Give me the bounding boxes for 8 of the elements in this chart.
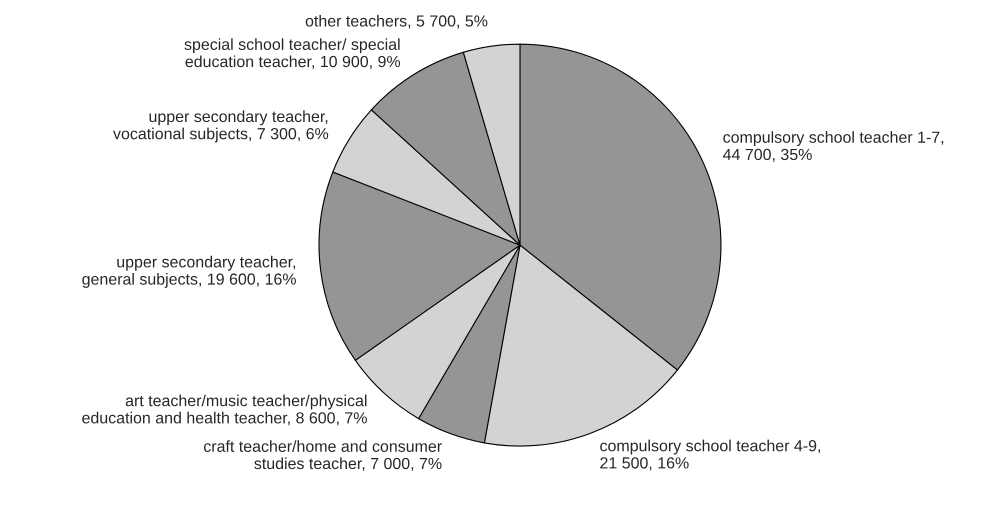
slice-label: upper secondary teacher, vocational subjects, 7 300, 6% xyxy=(113,110,328,142)
slice-label: compulsory school teacher 4-9, 21 500, 16% xyxy=(600,440,820,470)
slice-label: compulsory school teacher 1-7, 44 700, 35% xyxy=(723,131,944,162)
slice-label: art teacher/music teacher/physical education and health teacher, 8 600, 7% xyxy=(82,394,367,426)
slice-label: special school teacher/ special education teacher, 10 900, 9% xyxy=(184,38,400,70)
slice-label: craft teacher/home and consumer studies teacher, 7 000, 7% xyxy=(204,440,442,472)
slice-label: other teachers, 5 700, 5% xyxy=(306,14,488,29)
slice-label: upper secondary teacher, general subjects, 19 600, 16% xyxy=(82,256,296,288)
